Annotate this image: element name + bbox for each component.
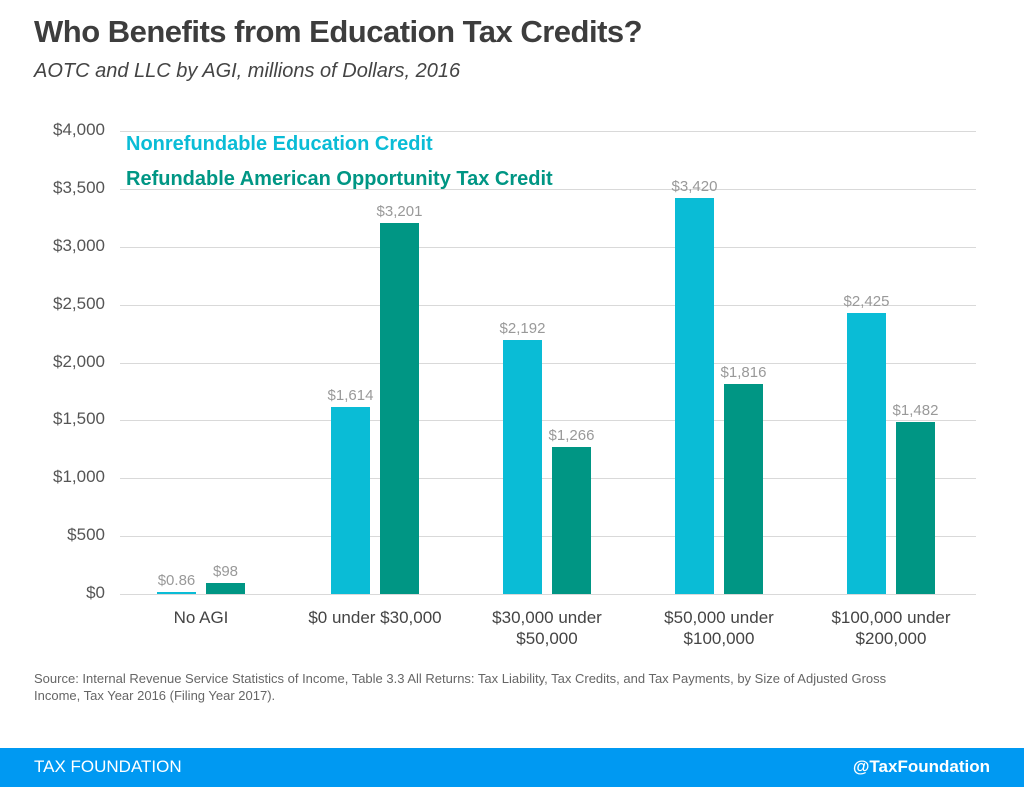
y-tick-label: $2,500	[53, 294, 105, 313]
y-tick-label: $3,000	[53, 236, 105, 255]
gridline	[120, 594, 976, 595]
value-label: $1,266	[548, 427, 595, 445]
x-axis-label-line: $50,000	[516, 629, 578, 648]
x-axis-label: $30,000 under $50,000	[457, 607, 637, 649]
bar-nonrefundable	[157, 592, 196, 594]
x-axis-label-line: $100,000	[683, 629, 755, 648]
x-axis-label: $100,000 under $200,000	[801, 607, 981, 649]
bar-refundable-aotc	[724, 383, 763, 594]
y-tick-label: $500	[67, 525, 105, 544]
footer-bar: TAX FOUNDATION @TaxFoundation	[0, 748, 1024, 787]
y-tick-label: $0	[86, 583, 105, 602]
gridline	[120, 131, 976, 132]
x-axis-label-line: No AGI	[173, 608, 229, 627]
legend-refundable-aotc: Refundable American Opportunity Tax Cred…	[126, 168, 553, 190]
source-note: Source: Internal Revenue Service Statist…	[34, 671, 887, 703]
footer-handle: @TaxFoundation	[852, 757, 990, 776]
x-axis-label: $50,000 under $100,000	[629, 607, 809, 649]
x-axis-label-line: $200,000	[855, 629, 927, 648]
x-axis-label: No AGI	[111, 607, 291, 628]
value-label: $3,420	[671, 178, 718, 196]
y-tick-label: $1,500	[53, 409, 105, 428]
gridline	[120, 478, 976, 479]
legend-nonrefundable: Nonrefundable Education Credit	[126, 133, 433, 155]
y-tick-label: $1,000	[53, 467, 105, 486]
bar-nonrefundable	[503, 340, 542, 594]
bar-refundable-aotc	[206, 582, 245, 594]
bar-nonrefundable	[331, 407, 370, 594]
value-label: $2,192	[499, 320, 546, 338]
value-label: $1,482	[892, 402, 939, 420]
gridline	[120, 189, 976, 190]
x-axis-label-line: $50,000 under	[664, 608, 774, 627]
x-axis-label-line: $100,000 under	[831, 608, 951, 627]
value-label: $98	[212, 562, 239, 580]
x-axis-label-line: $0 under $30,000	[308, 608, 442, 627]
y-tick-label: $3,500	[53, 178, 105, 197]
chart-title: Who Benefits from Education Tax Credits?	[34, 14, 643, 49]
x-axis-label: $0 under $30,000	[285, 607, 465, 628]
value-label: $1,614	[327, 387, 374, 405]
footer-brand: TAX FOUNDATION	[34, 757, 182, 776]
bar-nonrefundable	[675, 198, 714, 594]
value-label: $1,816	[720, 363, 767, 381]
gridline	[120, 536, 976, 537]
bar-nonrefundable	[847, 313, 886, 594]
gridline	[120, 363, 976, 364]
value-label: $0.86	[157, 572, 196, 589]
chart-subtitle: AOTC and LLC by AGI, millions of Dollars…	[34, 60, 461, 82]
bar-refundable-aotc	[380, 223, 419, 594]
value-label: $3,201	[376, 203, 423, 221]
gridline	[120, 305, 976, 306]
bar-refundable-aotc	[552, 447, 591, 594]
value-label: $2,425	[843, 293, 890, 311]
gridline	[120, 420, 976, 421]
y-tick-label: $2,000	[53, 352, 105, 371]
y-tick-label: $4,000	[53, 120, 105, 139]
x-axis-label-line: $30,000 under	[492, 608, 602, 627]
bar-chart: $4,000 $3,500 $3,000 $2,500 $2,000 $1,500 $1,0…	[53, 120, 981, 649]
gridline	[120, 247, 976, 248]
bar-refundable-aotc	[896, 422, 935, 594]
